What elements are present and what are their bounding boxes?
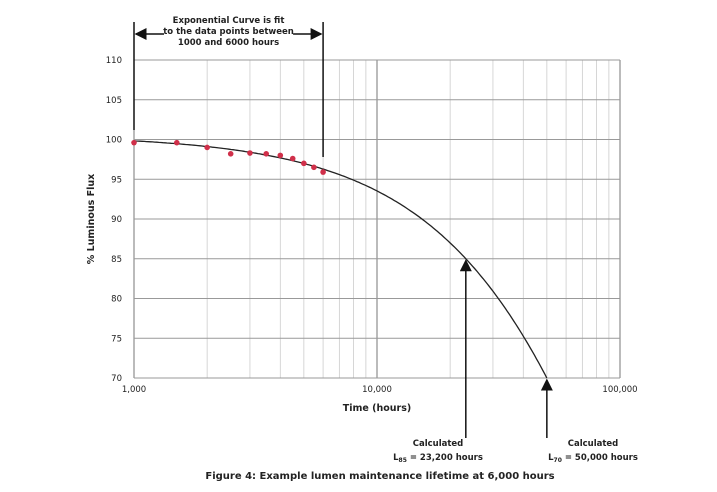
data-point <box>301 160 307 167</box>
y-tick-label: 85 <box>111 255 122 265</box>
y-tick-label: 80 <box>111 295 122 305</box>
fit-curve <box>133 140 548 379</box>
data-point <box>131 139 137 146</box>
chart-marks <box>131 139 548 379</box>
data-point <box>204 144 210 151</box>
l85-callout-label: Calculated <box>413 439 464 449</box>
fit-note-text: Exponential Curve is fit <box>173 16 285 26</box>
data-point <box>263 151 270 157</box>
data-point <box>311 164 317 171</box>
y-tick-label: 90 <box>111 215 122 225</box>
l85-callout-value: L85 = 23,200 hours <box>393 453 483 464</box>
x-axis-label: Time (hours) <box>343 403 411 414</box>
x-tick-label: 100,000 <box>602 385 637 395</box>
figure-caption: Figure 4: Example lumen maintenance life… <box>205 471 554 482</box>
data-point <box>173 139 180 146</box>
data-point <box>247 150 253 156</box>
fit-note-text: 1000 and 6000 hours <box>178 38 279 48</box>
y-tick-label: 75 <box>111 334 122 344</box>
y-tick-label: 110 <box>106 56 122 66</box>
y-tick-label: 95 <box>111 175 122 185</box>
y-tick-label: 100 <box>106 136 122 146</box>
tick-labels: 70 75 80 85 90 95 100 105 110 1,000 10,000 100,000 <box>106 56 638 395</box>
fit-note-text: to the data points between <box>163 27 294 37</box>
y-axis-label: % Luminous Flux <box>86 174 97 264</box>
l70-callout-label: Calculated <box>568 439 619 449</box>
l70-callout-value: L70 = 50,000 hours <box>548 453 638 464</box>
y-tick-label: 70 <box>111 374 122 384</box>
data-point <box>320 169 326 175</box>
data-point <box>289 155 296 162</box>
grid <box>133 59 621 379</box>
x-tick-label: 10,000 <box>362 385 392 395</box>
data-point <box>227 151 234 157</box>
data-point <box>277 152 284 159</box>
x-tick-label: 1,000 <box>122 385 146 395</box>
y-tick-label: 105 <box>106 96 122 106</box>
